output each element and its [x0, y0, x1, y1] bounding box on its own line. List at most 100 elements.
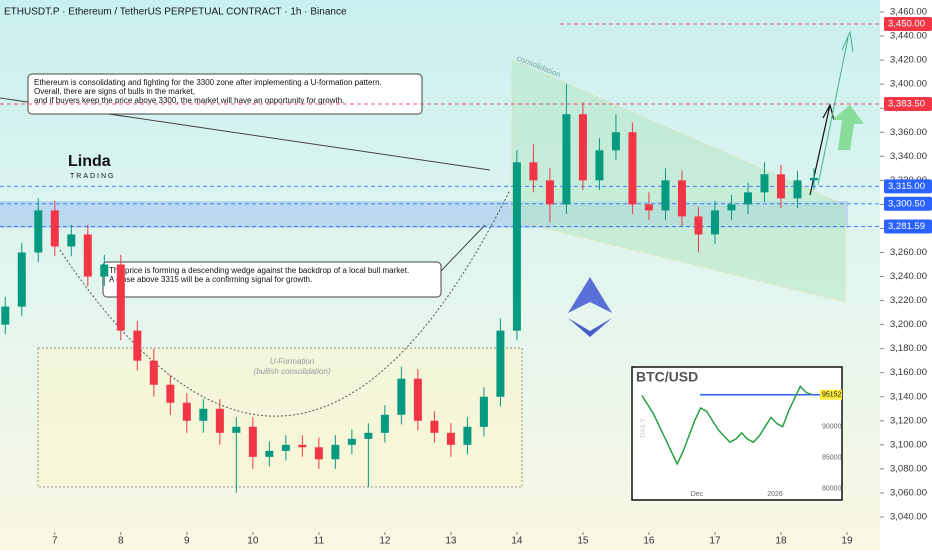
candle-body: [677, 180, 686, 217]
price-tag: [884, 219, 932, 234]
x-tick-label: 18: [775, 536, 787, 547]
logo-name: Linda: [68, 153, 111, 170]
x-tick-label: 9: [184, 536, 190, 547]
header: ETHUSDT.P · Ethereum / TetherUS PERPETUA…: [4, 7, 347, 18]
y-tick-label: 3,180.00: [890, 343, 927, 354]
candle-body: [760, 174, 769, 193]
candle-body: [215, 408, 224, 433]
x-tick-label: 7: [52, 536, 58, 547]
logo-tag: TRADING: [70, 173, 116, 180]
candle-body: [463, 426, 472, 445]
annotation-text: The price is forming a descending wedge …: [109, 266, 409, 275]
eth-logo: [568, 277, 612, 313]
y-tick-label: 3,220.00: [890, 295, 927, 306]
y-tick-label: 3,240.00: [890, 271, 927, 282]
price-tag-label: 3,315.00: [888, 181, 925, 192]
y-tick-label: 3,340.00: [890, 151, 927, 162]
candle-body: [149, 360, 158, 385]
candle-body: [694, 216, 703, 235]
arrow-target: [817, 30, 854, 186]
candle-body: [265, 450, 274, 457]
y-tick-label: 3,100.00: [890, 439, 927, 450]
up-arrow-icon: [832, 105, 864, 150]
candle-body: [17, 252, 26, 307]
candle-body: [611, 132, 620, 151]
candle-body: [595, 150, 604, 181]
candle-body: [446, 432, 455, 445]
y-tick-label: 3,080.00: [890, 463, 927, 474]
candle-body: [529, 162, 538, 181]
annotation-text: and if buyers keep the price above 3300,…: [34, 96, 344, 105]
candle-body: [133, 330, 142, 361]
candle-body: [430, 420, 439, 433]
price-tag-label: 3,450.00: [888, 19, 925, 30]
inset-y-label: 80000: [822, 486, 842, 493]
candle-body: [83, 234, 92, 277]
candle-body: [380, 414, 389, 433]
candle-body: [776, 174, 785, 199]
inset-y-label: 85000: [822, 455, 842, 462]
price-tag: [884, 179, 932, 194]
x-tick-label: 17: [709, 536, 721, 547]
candle-body: [116, 264, 125, 331]
y-tick-label: 3,160.00: [890, 367, 927, 378]
candle-body: [496, 330, 505, 397]
candle-body: [331, 444, 340, 460]
candle-body: [743, 192, 752, 205]
candle-body: [644, 204, 653, 211]
annotation-text: Overall, there are signs of bulls in the…: [34, 87, 195, 96]
y-tick-label: 3,440.00: [890, 31, 927, 42]
axis-background: [880, 0, 932, 550]
candle-body: [512, 162, 521, 331]
y-tick-label: 3,120.00: [890, 415, 927, 426]
price-tag-label: 3,281.59: [888, 221, 925, 232]
candle-body: [1, 306, 10, 325]
inset-line: [641, 385, 813, 466]
y-tick-label: 3,060.00: [890, 487, 927, 498]
callout-line: [439, 224, 486, 273]
candle-body: [413, 378, 422, 421]
inset-level-tag: [820, 389, 842, 400]
y-tick-label: 3,040.00: [890, 511, 927, 522]
inset-side-label: DAILY: [640, 418, 647, 438]
inset-x-label: 2026: [767, 491, 783, 498]
y-tick-label: 3,260.00: [890, 247, 927, 258]
x-tick-label: 15: [577, 536, 589, 547]
x-tick-label: 10: [247, 536, 259, 547]
x-tick-label: 8: [118, 536, 124, 547]
x-tick-label: 13: [445, 536, 457, 547]
annotation-text: A close above 3315 will be a confirming …: [109, 275, 312, 284]
candle-body: [661, 180, 670, 211]
candle-body: [298, 444, 307, 448]
y-tick-label: 3,400.00: [890, 79, 927, 90]
candle-body: [710, 210, 719, 235]
candle-body: [166, 384, 175, 403]
candle-body: [314, 447, 323, 460]
x-tick-label: 14: [511, 536, 523, 547]
candle-body: [793, 180, 802, 199]
candle-body: [67, 234, 76, 247]
candle-body: [809, 177, 818, 181]
inset-frame: [631, 366, 843, 501]
candle-body: [182, 402, 191, 421]
candle-body: [578, 114, 587, 181]
candle-body: [397, 378, 406, 415]
inset-level-label: 95152: [822, 392, 842, 399]
price-tag: [884, 17, 932, 32]
price-tag: [884, 96, 932, 111]
candle-body: [727, 204, 736, 211]
price-tag-label: 3,383.50: [888, 99, 925, 110]
u-label: (bullish consolidation): [254, 367, 331, 376]
candle-body: [199, 408, 208, 421]
y-tick-label: 3,200.00: [890, 319, 927, 330]
u-label: U-Formation: [270, 357, 315, 366]
candle-body: [281, 444, 290, 451]
candle-body: [545, 180, 554, 205]
annotation-box: [102, 261, 442, 298]
candle-body: [479, 396, 488, 427]
inset-x-label: Dec: [691, 491, 704, 498]
inset-y-label: 90000: [822, 424, 842, 431]
inset-title: BTC/USD: [636, 369, 698, 385]
